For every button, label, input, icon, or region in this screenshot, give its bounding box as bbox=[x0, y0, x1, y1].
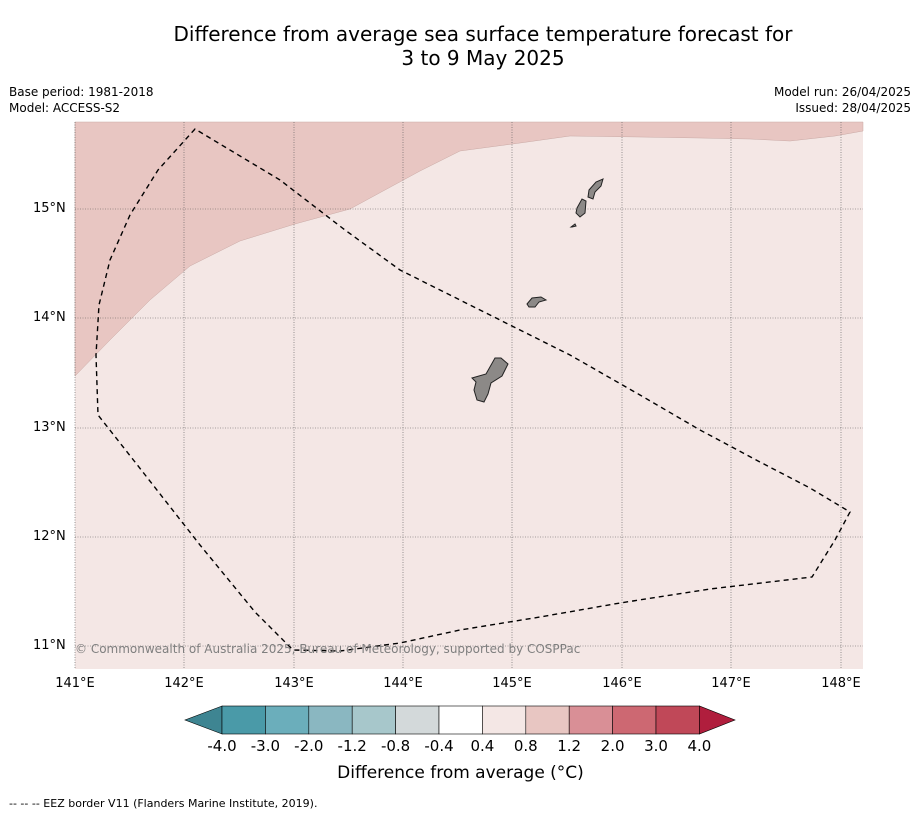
meta-left: Base period: 1981-2018 Model: ACCESS-S2 bbox=[9, 84, 154, 116]
colorbar-tick-label: 3.0 bbox=[644, 737, 668, 755]
lon-label-142e: 142°E bbox=[164, 676, 204, 691]
lon-label-143e: 143°E bbox=[274, 676, 314, 691]
lon-label-148e: 148°E bbox=[821, 676, 861, 691]
colorbar-tick-label: -1.2 bbox=[337, 737, 367, 755]
lat-label-14n: 14°N bbox=[33, 310, 66, 325]
map-title-line2: 3 to 9 May 2025 bbox=[401, 46, 565, 70]
lon-label-147e: 147°E bbox=[711, 676, 751, 691]
colorbar-segment bbox=[395, 705, 440, 735]
island-aguijan bbox=[569, 223, 577, 228]
copyright-text: © Commonwealth of Australia 2025, Bureau… bbox=[75, 642, 581, 656]
graticule bbox=[74, 122, 863, 669]
colorbar-tick-label: 4.0 bbox=[687, 737, 712, 755]
colorbar-tick-label: -0.8 bbox=[380, 737, 411, 755]
colorbar-tick-label: -0.4 bbox=[424, 737, 454, 755]
lat-label-15n: 15°N bbox=[33, 201, 66, 216]
base-period-text: Base period: 1981-2018 bbox=[9, 85, 154, 99]
island-rota bbox=[526, 296, 548, 308]
island-saipan bbox=[587, 178, 604, 200]
colorbar-over-arrow bbox=[699, 705, 736, 735]
colorbar-tick-label: -3.0 bbox=[250, 737, 281, 755]
model-run-text: Model run: 26/04/2025 bbox=[773, 85, 911, 99]
colorbar-title: Difference from average (°C) bbox=[337, 763, 584, 783]
anomaly-region-warm bbox=[74, 121, 864, 377]
lon-label-141e: 141°E bbox=[55, 676, 95, 691]
colorbar-segment bbox=[308, 705, 353, 735]
colorbar bbox=[184, 705, 736, 735]
colorbar-tick-label: 2.0 bbox=[600, 737, 625, 755]
issued-text: Issued: 28/04/2025 bbox=[795, 101, 911, 115]
lon-label-145e: 145°E bbox=[492, 676, 532, 691]
lon-label-146e: 146°E bbox=[602, 676, 642, 691]
map-title: Difference from average sea surface temp… bbox=[0, 22, 919, 70]
colorbar-tick-label: 0.4 bbox=[470, 737, 495, 755]
lat-label-12n: 12°N bbox=[33, 529, 66, 544]
model-text: Model: ACCESS-S2 bbox=[9, 101, 121, 115]
lat-label-13n: 13°N bbox=[33, 420, 66, 435]
colorbar-segment bbox=[612, 705, 657, 735]
colorbar-segment bbox=[265, 705, 310, 735]
island-tinian bbox=[575, 198, 587, 218]
colorbar-segment bbox=[438, 705, 483, 735]
colorbar-segment bbox=[525, 705, 570, 735]
eez-border bbox=[95, 128, 851, 652]
meta-right: Model run: 26/04/2025 Issued: 28/04/2025 bbox=[774, 84, 911, 116]
eez-footnote: -- -- -- EEZ border V11 (Flanders Marine… bbox=[9, 797, 318, 810]
colorbar-segment bbox=[221, 705, 266, 735]
island-guam bbox=[471, 357, 509, 403]
colorbar-tick-label: -4.0 bbox=[207, 737, 237, 755]
land-islands bbox=[471, 178, 604, 403]
colorbar-segment bbox=[655, 705, 700, 735]
colorbar-tick-label: 0.8 bbox=[513, 737, 538, 755]
colorbar-tick-label: 1.2 bbox=[557, 737, 582, 755]
lon-label-144e: 144°E bbox=[383, 676, 423, 691]
colorbar-under-arrow bbox=[184, 705, 223, 735]
colorbar-segment bbox=[568, 705, 613, 735]
colorbar-segment bbox=[351, 705, 396, 735]
colorbar-segment bbox=[482, 705, 527, 735]
map-title-line1: Difference from average sea surface temp… bbox=[173, 22, 793, 46]
colorbar-tick-label: -2.0 bbox=[294, 737, 324, 755]
lat-label-11n: 11°N bbox=[33, 638, 66, 653]
